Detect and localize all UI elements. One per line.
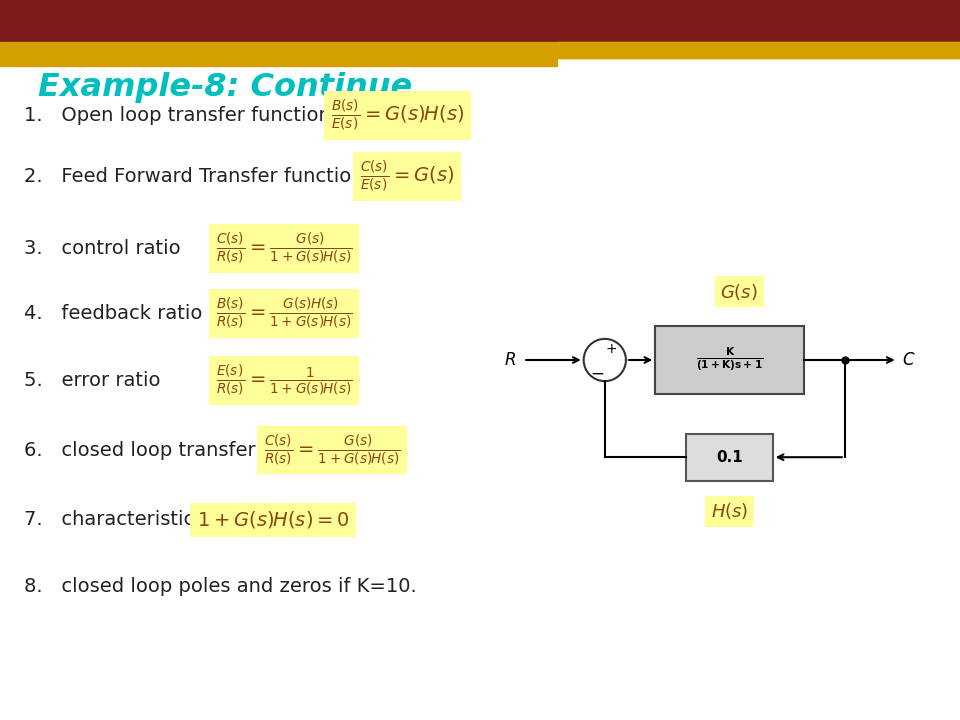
Text: $H(s)$: $H(s)$	[711, 501, 748, 521]
Text: $\mathbf{\frac{K}{(1+K)s+1}}$: $\mathbf{\frac{K}{(1+K)s+1}}$	[696, 346, 763, 374]
Text: Example-8: Continue: Example-8: Continue	[38, 72, 413, 103]
Text: $C$: $C$	[902, 351, 916, 369]
Text: 7.   characteristic equation: 7. characteristic equation	[24, 510, 286, 529]
Text: 5.   error ratio: 5. error ratio	[24, 371, 160, 390]
Text: 4.   feedback ratio: 4. feedback ratio	[24, 304, 203, 323]
Text: $\frac{E(s)}{R(s)} = \frac{1}{1+G(s)H(s)}$: $\frac{E(s)}{R(s)} = \frac{1}{1+G(s)H(s)…	[216, 363, 352, 397]
Text: 8.   closed loop poles and zeros if K=10.: 8. closed loop poles and zeros if K=10.	[24, 577, 417, 596]
Text: $\frac{B(s)}{E(s)} = G(s)H(s)$: $\frac{B(s)}{E(s)} = G(s)H(s)$	[331, 98, 465, 132]
Text: $G(s)$: $G(s)$	[720, 282, 758, 302]
FancyBboxPatch shape	[686, 433, 773, 481]
Text: $\frac{C(s)}{R(s)} = \frac{G(s)}{1+G(s)H(s)}$: $\frac{C(s)}{R(s)} = \frac{G(s)}{1+G(s)H…	[216, 231, 352, 266]
Bar	[0, 0, 960, 42]
Text: 0.1: 0.1	[716, 450, 743, 464]
FancyBboxPatch shape	[655, 325, 804, 395]
Text: 1.   Open loop transfer function: 1. Open loop transfer function	[24, 106, 331, 125]
Text: 6.   closed loop transfer function: 6. closed loop transfer function	[24, 441, 342, 459]
Text: $1 + G(s)H(s) = 0$: $1 + G(s)H(s) = 0$	[197, 509, 349, 531]
Text: 3.   control ratio: 3. control ratio	[24, 239, 180, 258]
Bar	[557, 42, 960, 58]
Text: 2.   Feed Forward Transfer function: 2. Feed Forward Transfer function	[24, 167, 364, 186]
Text: +: +	[606, 342, 617, 356]
Bar	[0, 42, 960, 58]
Text: $R$: $R$	[504, 351, 516, 369]
Text: $-$: $-$	[590, 364, 604, 382]
Text: $\frac{B(s)}{R(s)} = \frac{G(s)H(s)}{1+G(s)H(s)}$: $\frac{B(s)}{R(s)} = \frac{G(s)H(s)}{1+G…	[216, 296, 352, 330]
Bar	[0, 59, 557, 66]
Text: $\frac{C(s)}{R(s)} = \frac{G(s)}{1+G(s)H(s)}$: $\frac{C(s)}{R(s)} = \frac{G(s)}{1+G(s)H…	[264, 433, 400, 467]
Text: $\frac{C(s)}{E(s)} = G(s)$: $\frac{C(s)}{E(s)} = G(s)$	[360, 159, 454, 194]
